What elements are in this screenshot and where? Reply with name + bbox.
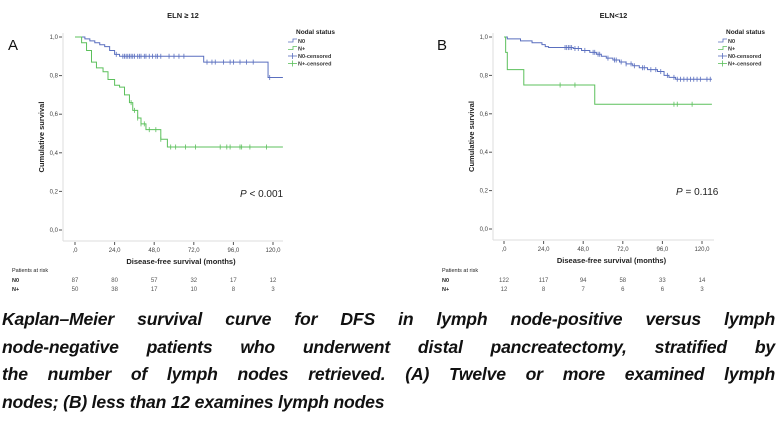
y-tick-label: 0,2 [50, 189, 59, 195]
risk-count: 6 [661, 287, 665, 293]
legend-swatch-line [288, 46, 297, 50]
p-value-text: = 0.116 [683, 187, 719, 198]
risk-count: 8 [232, 287, 236, 293]
p-value-text: < 0.001 [247, 189, 284, 200]
legend-swatch-line [718, 46, 727, 50]
risk-count: 14 [699, 278, 706, 284]
risk-table-header: Patients at risk [12, 268, 48, 274]
x-axis-label: Disease-free survival (months) [126, 257, 236, 266]
risk-count: 17 [230, 278, 237, 284]
x-tick-label: 72,0 [617, 247, 629, 253]
risk-count: 94 [580, 278, 587, 284]
panel-label-a: A [8, 37, 19, 54]
x-tick-label: 48,0 [577, 247, 589, 253]
risk-count: 12 [270, 278, 277, 284]
caption-line: nodes; (B) less than 12 examines lymph n… [2, 391, 385, 412]
legend-entry: N+-censored [298, 62, 331, 68]
chart-b: ELN<12 0,0 0,2 0,4 0,6 0,8 1,0 ,0 24,0 48,0 72,0 96… [442, 11, 765, 293]
y-tick-label: 0,8 [50, 74, 59, 80]
y-tick-label: 0,6 [480, 112, 489, 118]
risk-count: 33 [659, 278, 666, 284]
risk-count: 87 [72, 278, 79, 284]
legend-entry: N+-censored [728, 62, 761, 68]
risk-row-label: N0 [442, 278, 449, 284]
legend-title: Nodal status [296, 29, 335, 36]
chart-a: ELN ≥ 12 0,0 0,2 0,4 0,6 0,8 1,0 ,0 24,0 48,0 72,0… [12, 11, 335, 293]
risk-count: 122 [499, 278, 510, 284]
legend-swatch-line [718, 38, 727, 43]
y-axis-label: Cumulative survival [467, 101, 476, 172]
figure-caption: Kaplan–Meier survival curve for DFS in l… [2, 306, 775, 416]
legend-entry: N+ [298, 47, 305, 53]
p-value-symbol: P [240, 189, 247, 200]
risk-count: 50 [72, 287, 79, 293]
survival-curve-n0 [75, 36, 283, 79]
x-tick-label: 24,0 [109, 248, 121, 254]
risk-count: 58 [619, 278, 626, 284]
risk-count: 6 [621, 287, 625, 293]
y-tick-label: 1,0 [480, 35, 489, 41]
legend-title: Nodal status [726, 29, 765, 36]
y-tick-label: 0,2 [480, 189, 489, 195]
x-tick-label: 72,0 [188, 248, 200, 254]
risk-count: 57 [151, 278, 158, 284]
risk-count: 12 [501, 287, 508, 293]
x-tick-label: 48,0 [148, 248, 160, 254]
risk-count: 7 [582, 287, 586, 293]
y-tick-label: 0,0 [480, 227, 489, 233]
chart-title: ELN<12 [600, 11, 628, 20]
y-tick-label: 0,4 [50, 151, 59, 157]
y-tick-label: 0,6 [50, 112, 59, 118]
caption-line: node-negative patients who underwent dis… [2, 336, 775, 357]
p-value-annotation: P < 0.001 [240, 189, 284, 200]
x-tick-label: ,0 [501, 247, 507, 253]
legend-entry: N0-censored [728, 54, 761, 60]
x-tick-label: ,0 [72, 248, 78, 254]
x-tick-label: 96,0 [228, 248, 240, 254]
p-value-symbol: P [676, 187, 683, 198]
risk-count: 3 [700, 287, 704, 293]
y-tick-label: 0,8 [480, 73, 489, 79]
legend-entry: N0 [728, 39, 735, 45]
risk-table-header: Patients at risk [442, 268, 478, 274]
risk-count: 80 [111, 278, 118, 284]
risk-count: 38 [111, 287, 118, 293]
x-tick-label: 24,0 [538, 247, 550, 253]
y-tick-label: 0,0 [50, 228, 59, 234]
x-axis-label: Disease-free survival (months) [557, 256, 667, 265]
legend-swatch-line [288, 38, 297, 43]
panel-label-b: B [437, 37, 448, 54]
caption-line: the number of lymph nodes retrieved. (A)… [2, 364, 775, 384]
survival-curve-n0 [504, 36, 712, 80]
caption-line: Kaplan–Meier survival curve for DFS in l… [2, 309, 775, 329]
chart-title: ELN ≥ 12 [167, 11, 199, 20]
risk-count: 10 [190, 287, 197, 293]
risk-count: 8 [542, 287, 546, 293]
legend-entry: N0 [298, 39, 305, 45]
x-tick-label: 120,0 [265, 248, 281, 254]
y-tick-label: 0,4 [480, 150, 489, 156]
legend-entry: N+ [728, 47, 735, 53]
risk-row-label: N+ [12, 287, 19, 293]
survival-curve-nplus [504, 36, 712, 105]
y-axis-label: Cumulative survival [37, 102, 46, 173]
survival-curve-nplus [75, 36, 283, 148]
risk-row-label: N0 [12, 278, 19, 284]
y-tick-label: 1,0 [50, 35, 59, 41]
risk-row-label: N+ [442, 287, 449, 293]
risk-count: 3 [271, 287, 275, 293]
x-tick-label: 96,0 [657, 247, 669, 253]
x-tick-label: 120,0 [694, 247, 710, 253]
legend-entry: N0-censored [298, 54, 331, 60]
p-value-annotation: P = 0.116 [676, 187, 719, 198]
risk-count: 32 [190, 278, 197, 284]
risk-count: 17 [151, 287, 158, 293]
risk-count: 117 [539, 278, 549, 284]
